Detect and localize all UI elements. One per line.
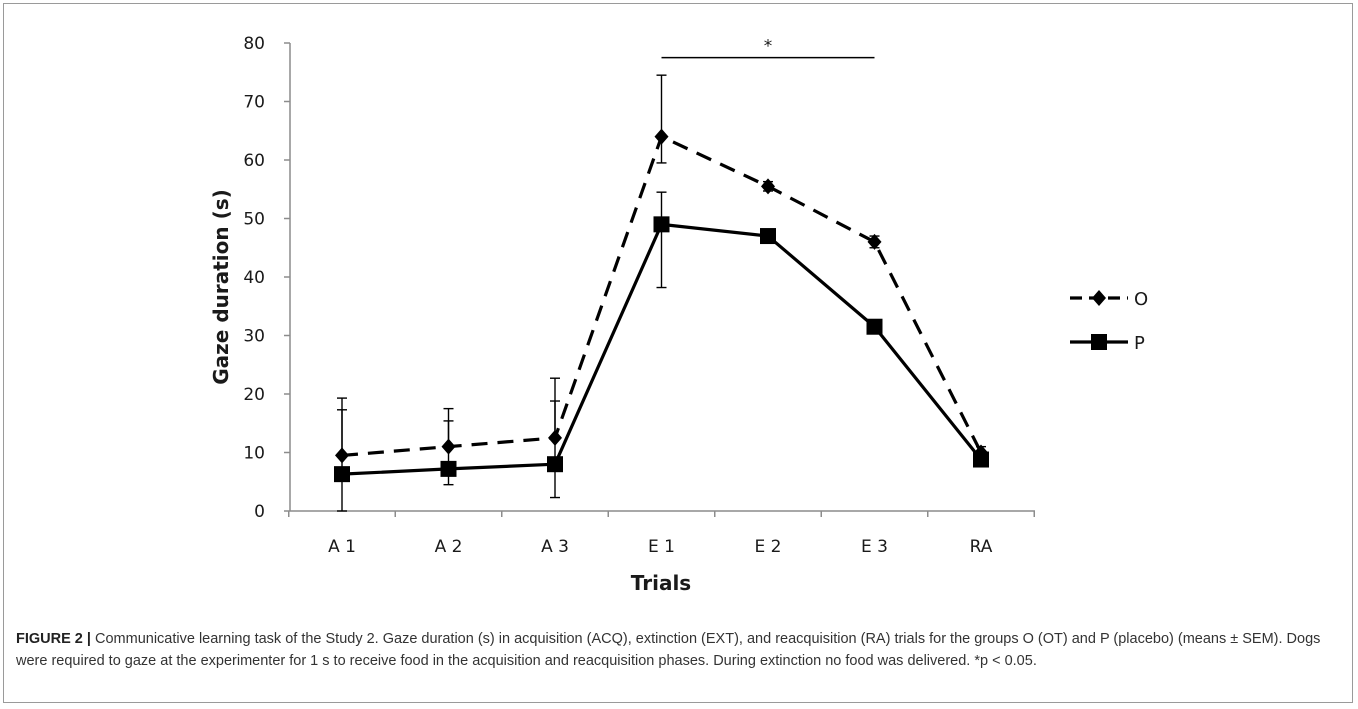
y-tick-label: 30 [243,327,265,347]
y-tick-label: 70 [243,93,265,113]
figure-caption: FIGURE 2 | Communicative learning task o… [16,628,1341,672]
data-point [761,178,775,195]
legend-marker-P [1091,334,1107,350]
figure-caption-text: Communicative learning task of the Study… [16,631,1321,669]
legend-label-O: O [1134,289,1148,310]
y-tick-label: 0 [254,502,265,522]
legend-label-P: P [1134,333,1145,354]
legend-marker-O [1092,290,1106,306]
data-point [867,233,882,250]
data-point [653,216,670,233]
data-point [973,451,989,468]
significance-star: * [764,37,773,57]
y-tick-label: 60 [243,151,265,171]
legend: OP [1070,289,1148,354]
x-tick-label: A 3 [541,537,569,557]
data-point [654,128,669,145]
y-tick-label: 50 [243,210,265,230]
data-point [440,460,457,477]
figure-label: FIGURE 2 | [16,631,91,647]
y-axis-title: Gaze duration (s) [209,189,233,385]
x-tick-label: E 2 [755,537,782,557]
data-point [866,318,883,335]
series-P [334,191,989,512]
x-tick-label: RA [970,537,993,557]
figure-frame [3,3,1353,703]
x-tick-label: A 1 [328,537,356,557]
y-tick-label: 40 [243,268,265,288]
x-tick-label: A 2 [435,537,463,557]
x-tick-label: E 3 [861,537,888,557]
line-chart: 0 10 20 30 40 50 60 70 80 A 1 A 2 A 3 E 1 E 2 E 3 RA Tri… [209,34,1148,595]
y-tick-label: 20 [243,385,265,405]
data-point [334,466,350,483]
data-point [547,456,563,473]
series-line [341,135,983,458]
data-point [760,228,776,245]
y-tick-label: 80 [243,34,265,54]
x-tick-label: E 1 [648,537,675,557]
y-tick-label: 10 [243,444,265,464]
x-axis-title: Trials [631,571,691,595]
